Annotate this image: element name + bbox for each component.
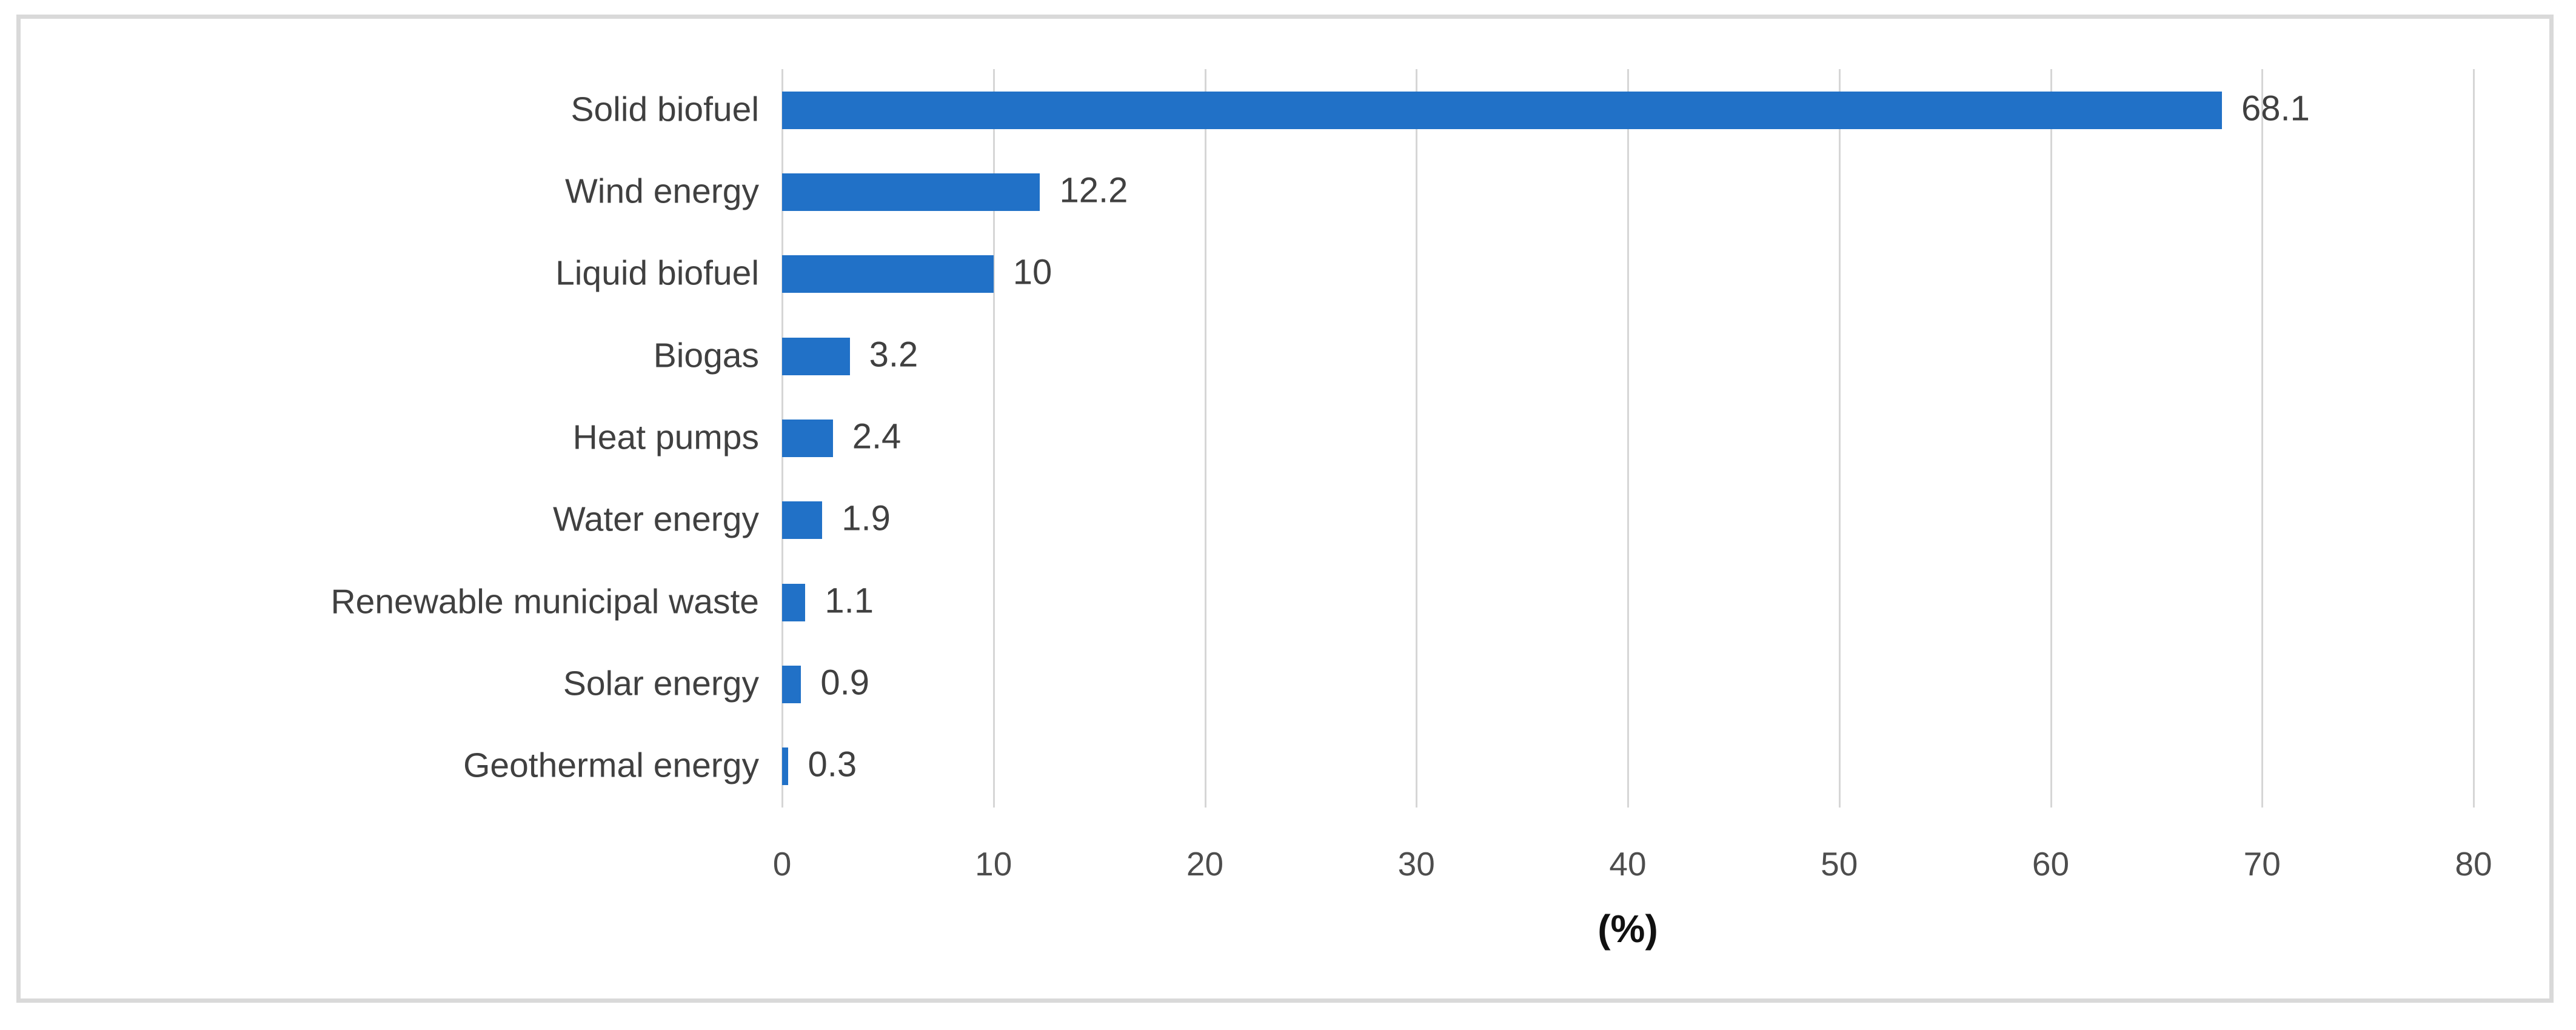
value-label: 2.4 (852, 416, 902, 456)
gridline-80 (2473, 69, 2475, 808)
value-label: 0.3 (808, 745, 857, 785)
category-label-biogas: Biogas (653, 336, 759, 375)
bar-biogas (782, 337, 850, 375)
value-label: 68.1 (2241, 89, 2310, 129)
tick-label-80: 80 (2455, 845, 2492, 883)
plot-area: 68.1 12.2 10 3.2 2.4 1.9 1.1 0.9 0.3 (781, 69, 2475, 808)
bar-row: 1.9 (782, 499, 2474, 540)
bar-solid-biofuel (782, 91, 2222, 129)
tick-label-50: 50 (1821, 845, 1858, 883)
tick-label-60: 60 (2032, 845, 2070, 883)
tick-label-30: 30 (1397, 845, 1435, 883)
category-label-solar-energy: Solar energy (563, 664, 759, 703)
category-label-wind-energy: Wind energy (565, 172, 759, 211)
x-axis-title: (%) (1597, 907, 1658, 951)
value-label: 10 (1012, 253, 1052, 293)
category-label-liquid-biofuel: Liquid biofuel (555, 253, 759, 293)
bar-wind-energy (782, 173, 1040, 211)
bar-row: 3.2 (782, 335, 2474, 375)
tick-label-70: 70 (2243, 845, 2281, 883)
category-label-heat-pumps: Heat pumps (572, 418, 759, 457)
gridline-70 (2261, 69, 2264, 808)
bar-liquid-biofuel (782, 255, 994, 293)
gridline-40 (1627, 69, 1629, 808)
tick-label-20: 20 (1186, 845, 1224, 883)
bar-row: 1.1 (782, 581, 2474, 621)
value-label: 3.2 (869, 335, 918, 375)
tick-label-10: 10 (975, 845, 1012, 883)
value-label: 1.1 (825, 581, 874, 621)
bar-row: 0.9 (782, 663, 2474, 703)
gridline-30 (1416, 69, 1418, 808)
bar-row: 2.4 (782, 416, 2474, 457)
gridline-10 (992, 69, 995, 808)
bar-row: 0.3 (782, 745, 2474, 786)
chart-frame (16, 15, 2554, 1003)
category-label-water-energy: Water energy (552, 500, 759, 539)
gridline-50 (1838, 69, 1841, 808)
bar-row: 12.2 (782, 173, 2474, 211)
bar-solar-energy (782, 666, 801, 703)
gridline-20 (1204, 69, 1206, 808)
bar-renewable-municipal-waste (782, 583, 806, 621)
tick-label-40: 40 (1609, 845, 1647, 883)
gridline-60 (2050, 69, 2052, 808)
category-label-solid-biofuel: Solid biofuel (570, 90, 759, 129)
bar-heat-pumps (782, 420, 833, 457)
tick-label-0: 0 (772, 845, 792, 883)
value-label: 0.9 (820, 663, 870, 703)
bar-row: 68.1 (782, 89, 2474, 129)
category-label-geothermal-energy: Geothermal energy (463, 746, 759, 785)
bar-row: 10 (782, 255, 2474, 293)
category-label-renewable-municipal-waste: Renewable municipal waste (330, 582, 759, 621)
value-label: 12.2 (1059, 170, 1128, 210)
bar-geothermal-energy (782, 747, 789, 786)
bar-water-energy (782, 501, 823, 540)
value-label: 1.9 (841, 499, 891, 539)
